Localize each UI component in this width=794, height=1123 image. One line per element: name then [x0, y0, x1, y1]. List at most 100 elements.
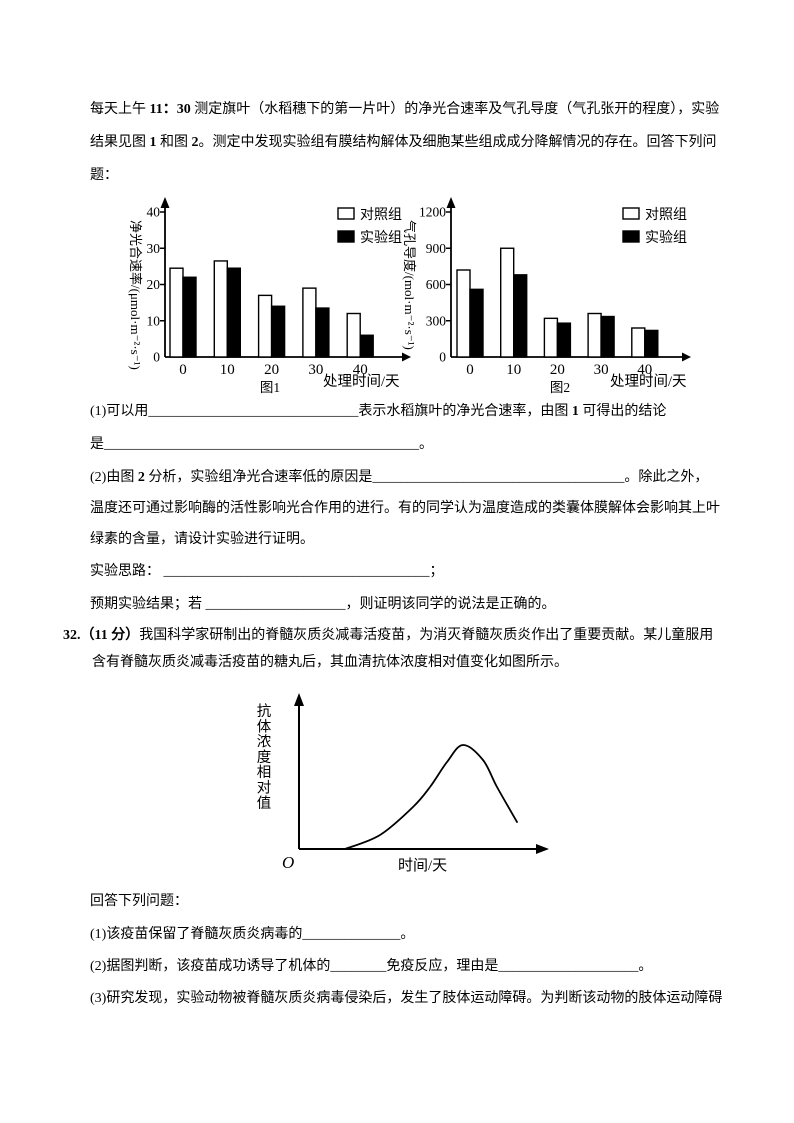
control-bar — [169, 267, 184, 358]
text-run: 可得出的结论 — [578, 404, 667, 419]
text-line-10: 预期实验结果；若 ____________________，则证明该同学的说法是… — [90, 596, 556, 614]
x-axis-label: 时间/天 — [398, 857, 447, 874]
x-axis-arrow-icon — [536, 844, 549, 854]
bold-text-run: 2 — [137, 470, 145, 485]
figure-caption: 图1 — [260, 380, 280, 395]
fig3-svg: 抗体浓度相对值 O 时间/天 — [257, 693, 549, 874]
text-line-1: 每天上午 11：30 测定旗叶（水稻穗下的第一片叶）的净光合速率及气孔导度（气孔… — [90, 101, 719, 119]
y-axis-label: 气孔导度/(mol·m⁻²·s⁻¹) — [402, 220, 417, 350]
legend-label: 实验组 — [645, 230, 687, 246]
legend-label: 对照组 — [645, 207, 687, 223]
control-bar — [631, 327, 646, 358]
y-axis-label-char: 体 — [257, 718, 272, 735]
text-run: (2)由图 — [90, 470, 138, 485]
y-tick-label: 0 — [439, 350, 446, 365]
x-tick-label: 0 — [179, 362, 187, 378]
bold-text-run: 11：30 — [149, 102, 191, 117]
control-bar — [543, 317, 559, 358]
antibody-concentration-curve — [344, 744, 518, 850]
text-line-9: 实验思路： __________________________________… — [90, 563, 444, 581]
text-run: 实验思路： __________________________________… — [90, 564, 444, 579]
text-line-5: 是_______________________________________… — [90, 436, 433, 454]
legend-label: 对照组 — [360, 207, 402, 223]
experimental-bar — [600, 315, 615, 358]
text-run: 预期实验结果；若 ____________________，则证明该同学的说法是… — [90, 597, 556, 612]
y-tick-label: 900 — [426, 241, 447, 256]
experimental-bar — [359, 334, 374, 358]
x-axis-arrow-icon — [402, 352, 411, 362]
text-line-14: (1)该疫苗保留了脊髓灰质炎病毒的______________。 — [90, 926, 414, 944]
x-axis-label: 处理时间/天 — [323, 373, 400, 390]
x-tick-label: 20 — [550, 362, 565, 378]
y-axis-label-char: 对 — [257, 780, 272, 797]
y-tick-label: 0 — [153, 350, 160, 365]
y-axis-label-char: 浓 — [257, 734, 272, 751]
text-run: 和图 — [156, 135, 192, 150]
text-run: (2)据图判断，该疫苗成功诱导了机体的________免疫反应，理由是_____… — [90, 959, 653, 974]
experimental-bar — [270, 305, 286, 358]
legend-swatch-icon — [337, 230, 355, 243]
control-bar — [499, 247, 515, 358]
y-axis-label-char: 相 — [257, 764, 272, 781]
control-bar — [257, 294, 273, 358]
text-run: (1)该疫苗保留了脊髓灰质炎病毒的______________。 — [90, 927, 415, 942]
text-run: 结果见图 — [90, 135, 150, 150]
text-run: 是_______________________________________… — [90, 437, 433, 452]
x-tick-label: 0 — [466, 362, 474, 378]
text-run: 分析，实验组净光合速率低的原因是________________________… — [144, 470, 709, 485]
y-tick-label: 600 — [426, 277, 447, 292]
text-run: 每天上午 — [90, 102, 150, 117]
x-tick-label: 10 — [506, 362, 521, 378]
experimental-bar — [512, 274, 528, 358]
y-axis-label-char: 度 — [257, 749, 272, 766]
experimental-bar — [315, 307, 330, 358]
experimental-bar — [226, 267, 242, 358]
figure-2-bar-chart: 0 300 600 900 1200 0 10 20 30 40 气孔导度/(mol·m⁻²·s⁻¹… — [398, 196, 708, 396]
x-tick-label: 20 — [264, 362, 279, 378]
y-axis-arrow-icon — [446, 197, 456, 208]
x-tick-label: 30 — [594, 362, 609, 378]
antibody-curve-figure: 抗体浓度相对值 O 时间/天 — [230, 690, 560, 885]
x-tick-label: 10 — [220, 362, 235, 378]
text-run: 题： — [90, 168, 118, 183]
origin-label: O — [282, 853, 294, 872]
legend-label: 实验组 — [360, 230, 402, 246]
experimental-bar — [644, 329, 659, 358]
figure-1-bar-chart: 0 10 20 30 40 0 10 20 30 40 净光合速率/(μmol·m⁻²·s⁻¹) 处理… — [118, 196, 428, 396]
text-line-7: 温度还可通过影响酶的活性影响光合作用的进行。有的同学认为温度造成的类囊体膜解体会… — [90, 500, 720, 518]
legend-swatch-icon — [622, 230, 640, 243]
control-bar — [456, 269, 471, 358]
y-tick-label: 1200 — [419, 205, 446, 220]
bold-text-run: 2 — [191, 135, 199, 150]
text-line-11: 32.（11 分）我国科学家研制出的脊髓灰质炎减毒活疫苗，为消灭脊髓灰质炎作出了… — [63, 627, 713, 645]
experimental-bar — [182, 276, 197, 358]
y-tick-label: 40 — [147, 205, 161, 220]
experimental-bar — [469, 288, 484, 358]
x-axis-arrow-icon — [682, 352, 691, 362]
text-line-6: (2)由图 2 分析，实验组净光合速率低的原因是________________… — [90, 469, 708, 487]
text-run: 测定旗叶（水稻穗下的第一片叶）的净光合速率及气孔导度（气孔张开的程度），实验 — [190, 102, 720, 117]
y-tick-label: 10 — [147, 313, 161, 328]
x-tick-label: 40 — [637, 362, 652, 378]
text-line-8: 绿素的含量，请设计实验进行证明。 — [90, 531, 314, 549]
fig2-svg: 0 300 600 900 1200 0 10 20 30 40 气孔导度/(mol·m⁻²·s⁻¹… — [402, 197, 691, 395]
text-run: (3)研究发现，实验动物被脊髓灰质炎病毒侵染后，发生了肢体运动障碍。为判断该动物… — [90, 991, 723, 1006]
text-line-2: 结果见图 1 和图 2。测定中发现实验组有膜结构解体及细胞某些组成成分降解情况的… — [90, 134, 717, 152]
y-tick-label: 20 — [147, 277, 161, 292]
bold-text-run: 1 — [149, 135, 157, 150]
bold-text-run: 32.（11 分） — [63, 628, 140, 643]
y-axis-arrow-icon — [160, 197, 170, 208]
y-tick-label: 300 — [426, 313, 447, 328]
y-axis-label-char: 抗 — [257, 703, 272, 720]
x-tick-label: 30 — [308, 362, 323, 378]
text-run: 含有脊髓灰质炎减毒活疫苗的糖丸后，其血清抗体浓度相对值变化如图所示。 — [92, 655, 568, 670]
text-line-13: 回答下列问题： — [90, 893, 188, 911]
text-line-16: (3)研究发现，实验动物被脊髓灰质炎病毒侵染后，发生了肢体运动障碍。为判断该动物… — [90, 990, 722, 1008]
y-axis-arrow-icon — [294, 693, 304, 706]
legend-swatch-icon — [337, 207, 355, 220]
experimental-bar — [556, 322, 572, 358]
text-run: 。测定中发现实验组有膜结构解体及细胞某些组成成分降解情况的存在。回答下列问 — [198, 135, 717, 150]
control-bar — [302, 287, 317, 358]
text-run: 回答下列问题： — [90, 894, 188, 909]
y-axis-label: 净光合速率/(μmol·m⁻²·s⁻¹) — [128, 220, 143, 370]
